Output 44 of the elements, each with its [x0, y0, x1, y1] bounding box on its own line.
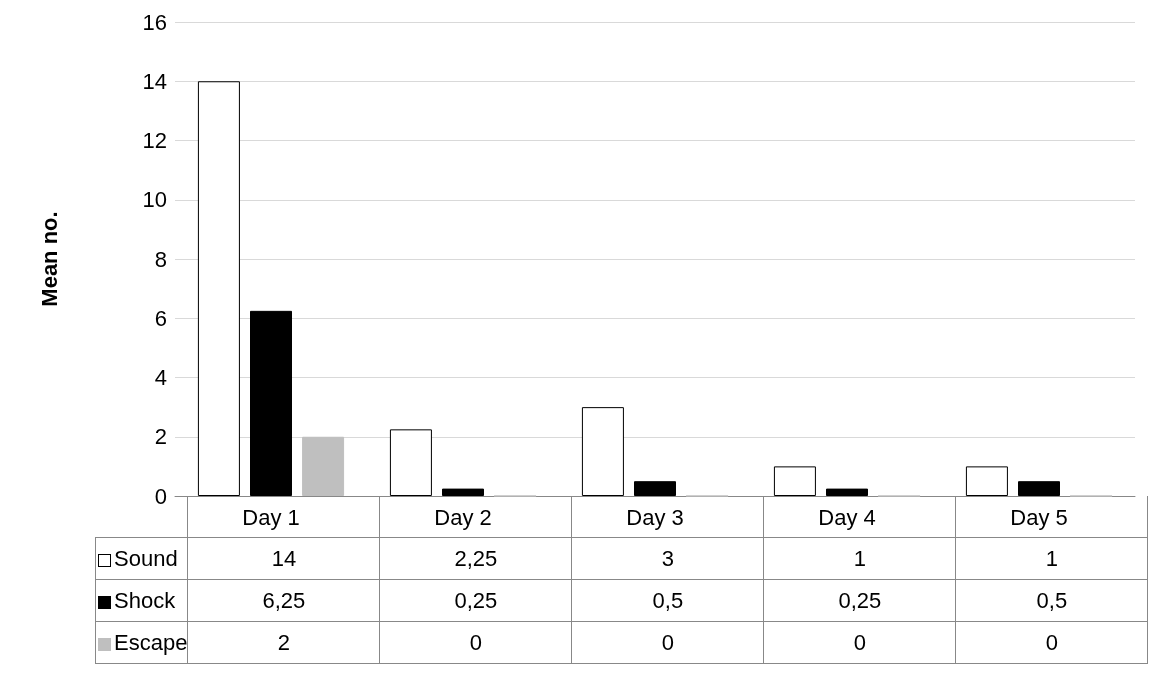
- data-label: 0,25: [379, 579, 572, 622]
- y-tick-label: 16: [142, 9, 167, 35]
- y-tick-label: 14: [142, 68, 167, 94]
- legend-label: Escape: [114, 629, 188, 655]
- x-tick-label: Day 5: [1010, 504, 1068, 530]
- bar: [773, 466, 816, 496]
- x-tick-label: Day 3: [626, 504, 684, 530]
- bar: [302, 436, 345, 496]
- data-label: 14: [187, 537, 380, 580]
- data-label: 6,25: [187, 579, 380, 622]
- bar: [826, 488, 868, 496]
- data-label: 0,5: [955, 579, 1148, 622]
- y-tick-label: 8: [154, 246, 167, 272]
- y-axis-title: Mean no.: [36, 211, 62, 307]
- y-tick-label: 2: [154, 424, 167, 450]
- y-tick-label: 4: [154, 365, 167, 390]
- bar: [634, 481, 676, 496]
- y-tick-label: 10: [142, 187, 167, 213]
- data-label: 2: [187, 621, 380, 664]
- bar: [965, 466, 1008, 496]
- data-label: 0,25: [763, 579, 956, 622]
- bar: [197, 81, 240, 496]
- bar: [250, 310, 292, 496]
- data-label: 0: [763, 621, 956, 664]
- legend-label: Sound: [114, 545, 178, 571]
- y-tick-label: 6: [154, 305, 167, 331]
- data-label: 0: [379, 621, 572, 664]
- x-tick-label: Day 1: [242, 504, 300, 530]
- bar: [1018, 481, 1060, 496]
- data-label: 1: [763, 537, 956, 580]
- y-tick-label: 12: [142, 128, 167, 153]
- legend-label: Shock: [114, 587, 176, 613]
- data-label: 2,25: [379, 537, 572, 580]
- bar: [442, 488, 484, 496]
- bar: [581, 407, 624, 496]
- x-tick-label: Day 4: [818, 504, 876, 530]
- data-label: 0: [955, 621, 1148, 664]
- data-label: 0: [571, 621, 764, 664]
- x-tick-label: Day 2: [434, 504, 492, 530]
- bar: [389, 429, 432, 496]
- data-label: 3: [571, 537, 764, 580]
- y-tick-label: 0: [154, 483, 167, 509]
- data-label: 1: [955, 537, 1148, 580]
- data-label: 0,5: [571, 579, 764, 622]
